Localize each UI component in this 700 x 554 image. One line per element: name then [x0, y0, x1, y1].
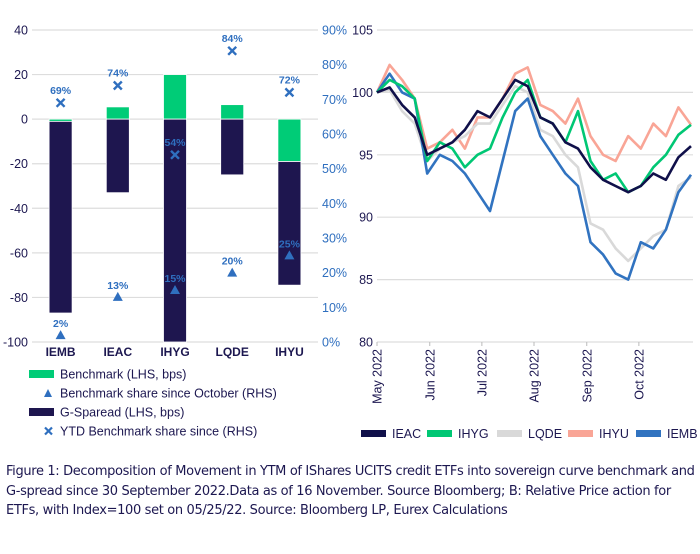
- data-label-triangle: 25%: [279, 238, 301, 250]
- y-tick: 95: [359, 148, 373, 162]
- marker-triangle: [55, 330, 66, 340]
- x-tick-label: Oct 2022: [632, 349, 646, 400]
- marker-x: [170, 149, 180, 160]
- left-bar-chart: 2% 69% 13% 74% 15% 54% 20% 84% 25% 72% 40 20 0 -20 -4…: [3, 24, 347, 439]
- x-tick-label: Aug 2022: [528, 349, 542, 403]
- data-label-triangle: 15%: [164, 273, 186, 285]
- legend-label-lqde: LQDE: [528, 427, 562, 441]
- marker-x: [284, 87, 295, 98]
- y-tick-right: 50%: [322, 162, 347, 176]
- legend-label-benchmark-share: Benchmark share since October (RHS): [60, 387, 277, 401]
- figure-caption: Figure 1: Decomposition of Movement in Y…: [6, 464, 695, 518]
- y-tick: 85: [359, 273, 373, 287]
- y-tick-right: 70%: [322, 93, 347, 107]
- bar-g-spread: [220, 118, 245, 176]
- legend-swatch-benchmark: [29, 370, 54, 378]
- line-iemb: [375, 72, 693, 281]
- y-tick: 90: [359, 211, 373, 225]
- x-category-label: LQDE: [216, 345, 249, 359]
- y-tick: 80: [359, 336, 373, 350]
- bar-benchmark: [163, 74, 187, 120]
- y-tick-left: 20: [14, 68, 28, 82]
- marker-triangle: [227, 267, 238, 277]
- legend-label-ytd-share: YTD Benchmark share since (RHS): [60, 425, 257, 439]
- y-tick-left: -60: [10, 246, 28, 260]
- x-tick-label: Sep 2022: [580, 349, 594, 403]
- legend-x-icon: [44, 426, 53, 436]
- marker-triangle: [170, 285, 180, 294]
- data-label-x: 84%: [222, 33, 244, 45]
- y-tick-left: -20: [10, 157, 28, 171]
- y-tick-right: 40%: [322, 197, 347, 211]
- bar-g-spread: [277, 161, 302, 286]
- y-tick-right: 60%: [322, 128, 347, 142]
- legend-label-ihyu: IHYU: [599, 427, 629, 441]
- bar-benchmark: [105, 106, 130, 120]
- bar-g-spread: [105, 118, 130, 194]
- data-label-x: 74%: [107, 67, 129, 79]
- data-label-x: 69%: [50, 85, 72, 97]
- line-lqde: [376, 84, 692, 263]
- figure-charts: 2% 69% 13% 74% 15% 54% 20% 84% 25% 72% 40 20 0 -20 -4…: [3, 24, 698, 442]
- x-tick-label: May 2022: [371, 349, 385, 404]
- y-tick-right: 80%: [322, 58, 347, 72]
- marker-triangle: [284, 250, 295, 260]
- data-label-triangle: 2%: [53, 318, 69, 330]
- marker-x: [227, 45, 238, 56]
- data-label-x: 54%: [164, 137, 186, 149]
- x-tick-label: Jun 2022: [423, 349, 437, 400]
- data-label-triangle: 13%: [107, 280, 129, 292]
- y-tick-right: 10%: [322, 301, 347, 315]
- x-category-label: IHYU: [275, 345, 304, 359]
- y-tick-left: -80: [10, 291, 28, 305]
- legend-swatch-g-spread: [29, 408, 54, 416]
- marker-x: [55, 97, 66, 108]
- y-tick-left: 40: [14, 24, 28, 38]
- bar-benchmark: [220, 104, 245, 120]
- legend-swatch-iemb: [636, 430, 661, 437]
- marker-triangle: [112, 291, 123, 301]
- x-category-label: IEMB: [46, 345, 76, 359]
- legend-swatch-ihyg: [427, 430, 452, 437]
- x-tick-label: Jul 2022: [475, 349, 489, 396]
- y-tick-right: 0%: [322, 336, 340, 350]
- legend-swatch-ieac: [361, 430, 386, 437]
- y-tick: 105: [352, 24, 373, 38]
- marker-x: [112, 80, 123, 91]
- x-category-label: IEAC: [103, 345, 132, 359]
- legend-swatch-lqde: [497, 430, 522, 437]
- line-ieac: [376, 78, 692, 194]
- y-tick-right: 90%: [322, 24, 347, 38]
- y-tick-left: -40: [10, 202, 28, 216]
- y-tick-left: 0: [21, 113, 28, 127]
- legend-label-benchmark: Benchmark (LHS, bps): [60, 368, 186, 382]
- bar-g-spread: [163, 118, 187, 343]
- y-tick-left: -100: [3, 336, 28, 350]
- legend-label-g-spread: G-Sparead (LHS, bps): [60, 406, 184, 420]
- y-tick-right: 20%: [322, 266, 347, 280]
- y-tick: 100: [352, 86, 373, 100]
- legend-triangle-icon: [44, 389, 52, 397]
- legend-label-ihyg: IHYG: [458, 427, 489, 441]
- legend-swatch-ihyu: [568, 430, 593, 437]
- bar-benchmark: [277, 118, 302, 162]
- data-label-x: 72%: [279, 74, 301, 86]
- x-category-label: IHYG: [160, 345, 189, 359]
- line-ihyu: [375, 63, 693, 163]
- data-label-triangle: 20%: [222, 256, 244, 268]
- bar-g-spread: [48, 120, 73, 314]
- legend-label-iemb: IEMB: [667, 427, 698, 441]
- legend-label-ieac: IEAC: [392, 427, 421, 441]
- y-tick-right: 30%: [322, 232, 347, 246]
